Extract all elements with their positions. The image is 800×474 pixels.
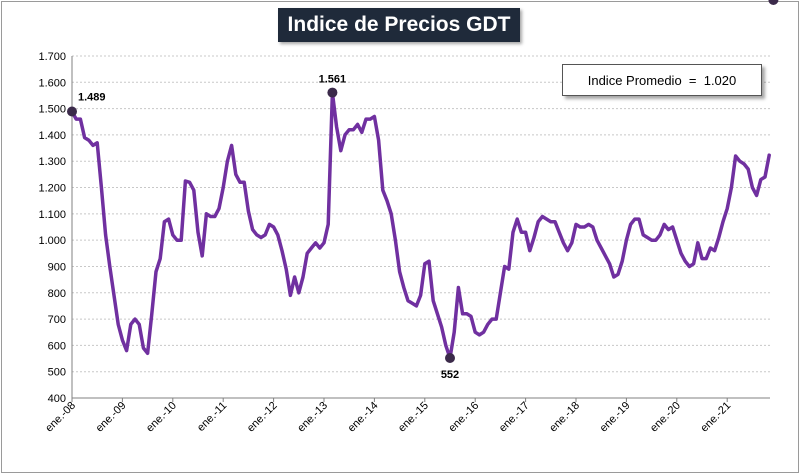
- data-markers: [67, 0, 779, 364]
- x-tick-label: ene.-16: [446, 400, 481, 435]
- x-tick-label: ene.-19: [598, 400, 633, 435]
- y-tick-label: 600: [48, 340, 66, 352]
- x-tick-label: ene.-10: [144, 400, 179, 435]
- y-tick-label: 800: [48, 288, 66, 300]
- data-marker: [327, 87, 338, 98]
- data-label: 552: [441, 369, 459, 381]
- y-tick-label: 1.700: [38, 51, 66, 63]
- data-label: 1.489: [78, 92, 106, 104]
- data-label: 1.323: [760, 0, 788, 3]
- chart-title: Indice de Precios GDT: [278, 8, 520, 42]
- x-tick-label: ene.-18: [547, 400, 582, 435]
- y-tick-label: 1.300: [38, 156, 66, 168]
- y-tick-label: 700: [48, 314, 66, 326]
- x-axis-tick-labels: ene.-08 ene.-09 ene.-10 ene.-11 ene.-12 ene.-…: [43, 400, 733, 435]
- data-marker: [445, 353, 455, 364]
- x-tick-label: ene.-21: [698, 400, 733, 435]
- y-tick-label: 1.500: [38, 104, 66, 116]
- x-tick-label: ene.-17: [497, 400, 532, 435]
- y-tick-label: 1.200: [38, 183, 66, 195]
- series-line-gdt-index: [70, 90, 771, 360]
- axes: [71, 56, 770, 402]
- data-marker: [768, 0, 779, 5]
- x-tick-label: ene.-20: [648, 400, 683, 435]
- y-tick-label: 900: [48, 261, 66, 273]
- y-tick-label: 1.400: [38, 130, 66, 142]
- x-tick-label: ene.-09: [94, 400, 129, 435]
- y-tick-label: 1.600: [38, 77, 66, 89]
- y-axis-tick-labels: 400 500 600 700 800 900 1.000 1.100 1.200 1.300 1.…: [38, 51, 66, 405]
- x-tick-label: ene.-12: [245, 400, 280, 435]
- data-marker: [67, 106, 77, 117]
- y-tick-label: 400: [48, 393, 66, 405]
- series-layer: [70, 90, 771, 360]
- data-labels: 1.489 1.561 552 1.323: [78, 0, 787, 381]
- x-tick-label: ene.-15: [396, 400, 431, 435]
- x-tick-label: ene.-13: [295, 400, 330, 435]
- x-tick-label: ene.-14: [346, 400, 381, 435]
- y-tick-label: 1.000: [38, 235, 66, 247]
- y-tick-label: 1.100: [38, 209, 66, 221]
- data-label: 1.561: [319, 74, 347, 86]
- average-index-box: Indice Promedio = 1.020: [562, 64, 762, 96]
- y-tick-label: 500: [48, 367, 66, 379]
- x-tick-label: ene.-11: [195, 400, 229, 434]
